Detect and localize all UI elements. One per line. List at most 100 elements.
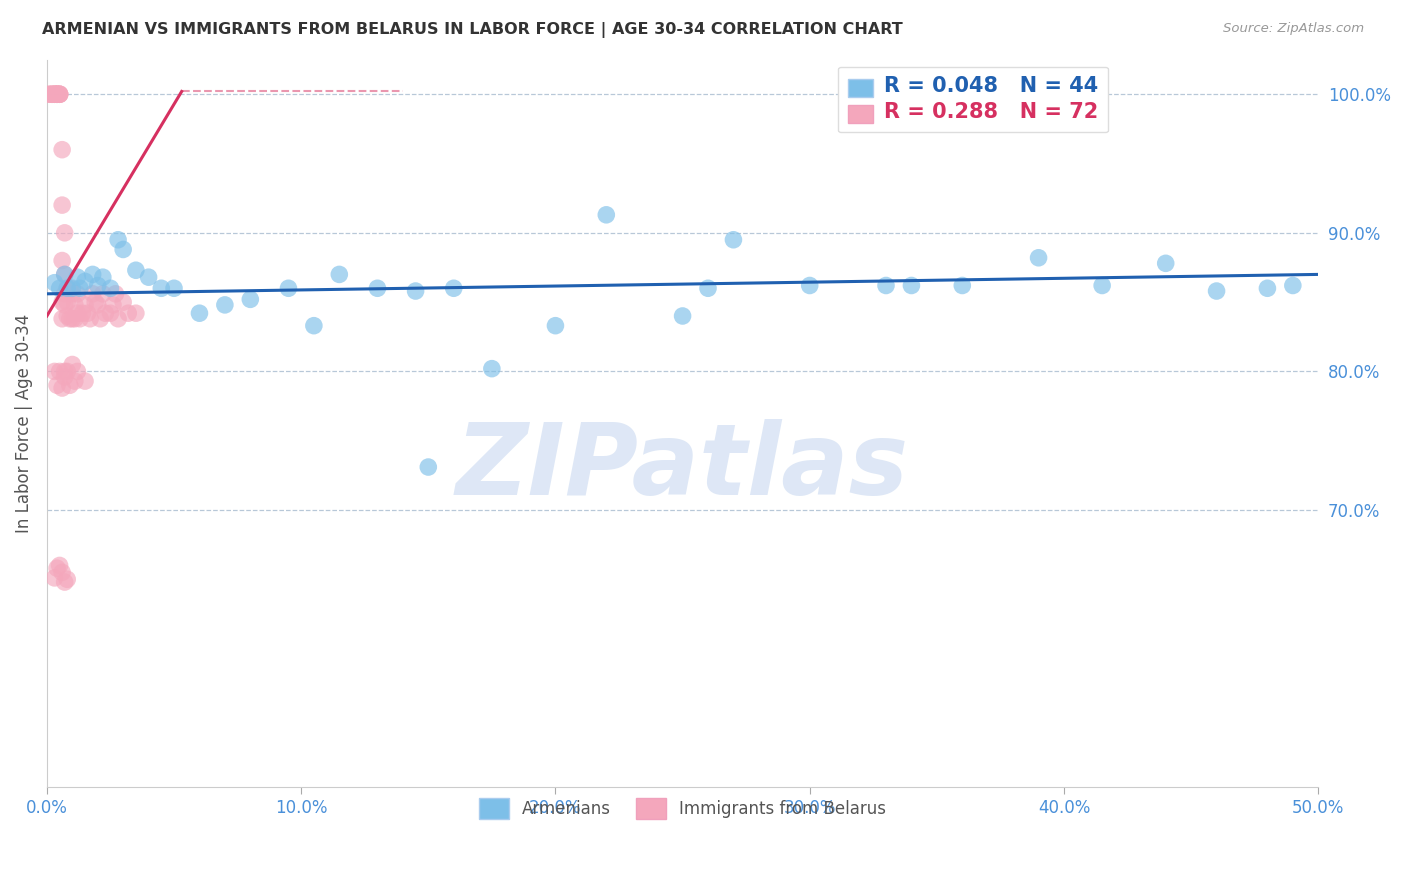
Point xyxy=(405,284,427,298)
Point xyxy=(72,306,94,320)
Point xyxy=(59,311,82,326)
Point xyxy=(1091,278,1114,293)
Point xyxy=(53,286,76,301)
Point xyxy=(418,460,440,475)
Text: ZIPatlas: ZIPatlas xyxy=(456,418,910,516)
Point xyxy=(950,278,973,293)
Point xyxy=(76,306,98,320)
Point xyxy=(100,281,122,295)
Point xyxy=(44,276,66,290)
Point xyxy=(59,281,82,295)
Point xyxy=(214,298,236,312)
Point xyxy=(48,87,70,102)
Point xyxy=(46,87,69,102)
Point xyxy=(48,558,70,573)
Point xyxy=(73,298,96,312)
Point xyxy=(63,374,86,388)
Point xyxy=(150,281,173,295)
Point xyxy=(44,87,66,102)
Text: ARMENIAN VS IMMIGRANTS FROM BELARUS IN LABOR FORCE | AGE 30-34 CORRELATION CHART: ARMENIAN VS IMMIGRANTS FROM BELARUS IN L… xyxy=(42,22,903,38)
Point xyxy=(44,87,66,102)
Point xyxy=(48,281,70,295)
Point xyxy=(125,263,148,277)
Point xyxy=(328,268,350,282)
Point xyxy=(46,378,69,392)
Point xyxy=(302,318,325,333)
Point xyxy=(1256,281,1278,295)
Point xyxy=(46,87,69,102)
Point xyxy=(51,143,73,157)
Point xyxy=(188,306,211,320)
Point xyxy=(107,311,129,326)
Point xyxy=(53,268,76,282)
Point xyxy=(73,374,96,388)
Point xyxy=(91,286,114,301)
Point xyxy=(46,87,69,102)
Point xyxy=(671,309,693,323)
Point xyxy=(53,226,76,240)
Point xyxy=(44,571,66,585)
Point xyxy=(46,87,69,102)
Point xyxy=(51,295,73,310)
Point xyxy=(53,364,76,378)
Point xyxy=(595,208,617,222)
Point xyxy=(48,87,70,102)
Point xyxy=(48,87,70,102)
Point xyxy=(82,286,104,301)
Point xyxy=(366,281,388,295)
Point xyxy=(117,306,139,320)
Legend: Armenians, Immigrants from Belarus: Armenians, Immigrants from Belarus xyxy=(472,791,893,826)
Point xyxy=(87,298,110,312)
Point xyxy=(53,370,76,384)
Point xyxy=(1205,284,1227,298)
Point xyxy=(51,198,73,212)
Point xyxy=(60,281,83,295)
Point xyxy=(100,306,122,320)
Point xyxy=(51,381,73,395)
Point xyxy=(89,311,111,326)
Point xyxy=(44,87,66,102)
Point xyxy=(481,361,503,376)
Point xyxy=(56,364,79,378)
Point xyxy=(63,311,86,326)
Point xyxy=(544,318,567,333)
Point xyxy=(66,364,89,378)
Point xyxy=(51,253,73,268)
Point xyxy=(101,298,124,312)
Point xyxy=(56,295,79,310)
Point xyxy=(900,278,922,293)
Point xyxy=(875,278,897,293)
Point xyxy=(73,274,96,288)
Point xyxy=(697,281,720,295)
Point xyxy=(41,87,63,102)
Point xyxy=(443,281,465,295)
Point xyxy=(799,278,821,293)
Point xyxy=(723,233,745,247)
Point xyxy=(38,87,60,102)
Point xyxy=(44,87,66,102)
Point xyxy=(104,286,127,301)
Point xyxy=(107,233,129,247)
Point xyxy=(125,306,148,320)
Point xyxy=(138,270,160,285)
Point xyxy=(1282,278,1305,293)
Point xyxy=(112,295,135,310)
Point xyxy=(56,281,79,295)
Point xyxy=(51,566,73,580)
Point xyxy=(53,268,76,282)
Point xyxy=(56,309,79,323)
Point xyxy=(60,286,83,301)
Y-axis label: In Labor Force | Age 30-34: In Labor Force | Age 30-34 xyxy=(15,314,32,533)
Point xyxy=(69,281,91,295)
Point xyxy=(87,278,110,293)
Point xyxy=(56,572,79,586)
Point xyxy=(1028,251,1050,265)
Point xyxy=(44,364,66,378)
Point xyxy=(84,295,107,310)
Point xyxy=(66,286,89,301)
Point xyxy=(91,270,114,285)
Point xyxy=(53,298,76,312)
Point xyxy=(51,311,73,326)
Point xyxy=(69,311,91,326)
Point xyxy=(41,87,63,102)
